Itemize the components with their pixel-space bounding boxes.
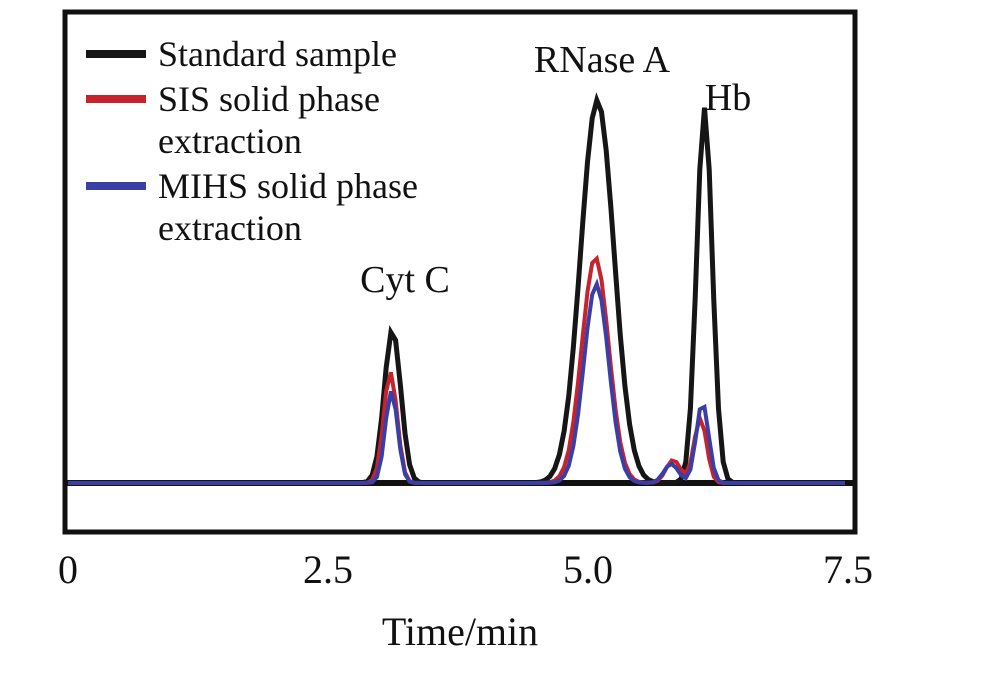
peak-label-rnasea: RNase A — [533, 39, 671, 81]
legend-item-standard: Standard sample — [86, 34, 488, 75]
legend-label-sis: SIS solid phase extraction — [158, 79, 381, 161]
x-tick-3: 7.5 — [823, 547, 873, 592]
legend-swatch-0 — [86, 50, 146, 58]
trace-1 — [68, 254, 845, 485]
legend-label-standard: Standard sample — [158, 34, 397, 74]
x-tick-2: 5.0 — [563, 547, 613, 592]
legend-swatch-1 — [86, 95, 146, 104]
trace-2 — [68, 278, 845, 485]
legend: Standard sample SIS solid phase extracti… — [86, 34, 488, 249]
x-tick-0: 0 — [58, 547, 78, 592]
legend-swatch-2 — [86, 182, 146, 191]
x-tick-1: 2.5 — [303, 547, 353, 592]
legend-label-mihs: MIHS solid phase extraction — [158, 166, 418, 248]
peak-label-hb: Hb — [704, 77, 752, 119]
peak-label-cytc: Cyt C — [360, 259, 450, 301]
x-axis-title: Time/min — [381, 609, 539, 654]
legend-item-mihs: MIHS solid phase extraction — [86, 166, 488, 249]
plot-border — [62, 9, 858, 535]
legend-item-sis: SIS solid phase extraction — [86, 79, 488, 162]
